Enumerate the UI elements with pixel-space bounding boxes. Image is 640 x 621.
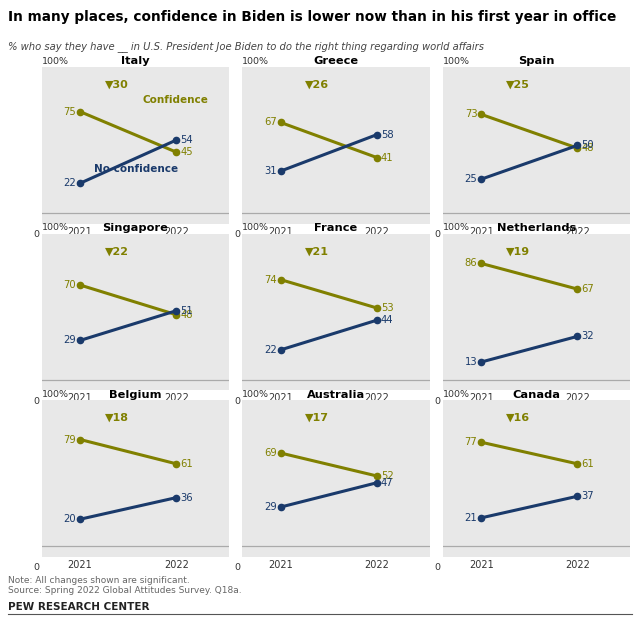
Text: ▼26: ▼26 bbox=[305, 79, 330, 89]
Text: 58: 58 bbox=[381, 130, 394, 140]
Text: 74: 74 bbox=[264, 274, 276, 284]
Text: 44: 44 bbox=[381, 315, 393, 325]
Title: Spain: Spain bbox=[518, 57, 555, 66]
Text: 29: 29 bbox=[264, 502, 276, 512]
Text: ▼18: ▼18 bbox=[105, 413, 129, 423]
Text: 0: 0 bbox=[234, 563, 240, 573]
Text: ▼21: ▼21 bbox=[305, 247, 329, 256]
Text: 0: 0 bbox=[435, 563, 441, 573]
Text: 86: 86 bbox=[465, 258, 477, 268]
Text: 53: 53 bbox=[381, 303, 394, 313]
Text: Confidence: Confidence bbox=[143, 95, 209, 106]
Text: 45: 45 bbox=[180, 147, 193, 157]
Text: 100%: 100% bbox=[242, 57, 269, 65]
Text: 100%: 100% bbox=[242, 223, 269, 232]
Text: 29: 29 bbox=[63, 335, 76, 345]
Text: 0: 0 bbox=[435, 397, 441, 406]
Text: 100%: 100% bbox=[443, 57, 470, 65]
Text: 54: 54 bbox=[180, 135, 193, 145]
Text: 100%: 100% bbox=[443, 223, 470, 232]
Title: Italy: Italy bbox=[121, 57, 150, 66]
Text: 0: 0 bbox=[234, 230, 240, 239]
Text: 13: 13 bbox=[465, 357, 477, 367]
Text: 36: 36 bbox=[180, 492, 193, 502]
Text: 70: 70 bbox=[63, 280, 76, 290]
Text: 100%: 100% bbox=[443, 390, 470, 399]
Text: 47: 47 bbox=[381, 478, 394, 487]
Text: 50: 50 bbox=[581, 140, 594, 150]
Text: 61: 61 bbox=[581, 459, 594, 469]
Text: ▼17: ▼17 bbox=[305, 413, 329, 423]
Text: 100%: 100% bbox=[242, 390, 269, 399]
Text: PEW RESEARCH CENTER: PEW RESEARCH CENTER bbox=[8, 602, 149, 612]
Text: 37: 37 bbox=[581, 491, 594, 501]
Text: 21: 21 bbox=[465, 513, 477, 523]
Text: In many places, confidence in Biden is lower now than in his first year in offic: In many places, confidence in Biden is l… bbox=[8, 10, 616, 24]
Text: 22: 22 bbox=[264, 345, 276, 355]
Text: Source: Spring 2022 Global Attitudes Survey. Q18a.: Source: Spring 2022 Global Attitudes Sur… bbox=[8, 586, 241, 594]
Text: 0: 0 bbox=[234, 397, 240, 406]
Text: ▼22: ▼22 bbox=[105, 247, 129, 256]
Text: 77: 77 bbox=[465, 437, 477, 447]
Title: Australia: Australia bbox=[307, 389, 365, 399]
Text: ▼25: ▼25 bbox=[506, 79, 530, 89]
Text: 79: 79 bbox=[63, 435, 76, 445]
Text: 0: 0 bbox=[435, 230, 441, 239]
Text: 75: 75 bbox=[63, 107, 76, 117]
Title: France: France bbox=[314, 223, 358, 233]
Text: % who say they have __ in U.S. President Joe Biden to do the right thing regardi: % who say they have __ in U.S. President… bbox=[8, 41, 484, 52]
Title: Netherlands: Netherlands bbox=[497, 223, 576, 233]
Title: Greece: Greece bbox=[314, 57, 358, 66]
Text: 0: 0 bbox=[34, 397, 40, 406]
Text: 69: 69 bbox=[264, 448, 276, 458]
Text: 31: 31 bbox=[264, 166, 276, 176]
Text: 100%: 100% bbox=[42, 390, 68, 399]
Text: 48: 48 bbox=[180, 310, 193, 320]
Text: 0: 0 bbox=[34, 563, 40, 573]
Text: Note: All changes shown are significant.: Note: All changes shown are significant. bbox=[8, 576, 189, 585]
Text: ▼30: ▼30 bbox=[105, 79, 129, 89]
Text: ▼19: ▼19 bbox=[506, 247, 530, 256]
Text: 32: 32 bbox=[581, 332, 594, 342]
Text: 48: 48 bbox=[581, 143, 594, 153]
Text: 61: 61 bbox=[180, 459, 193, 469]
Title: Belgium: Belgium bbox=[109, 389, 162, 399]
Text: 100%: 100% bbox=[42, 223, 68, 232]
Text: No confidence: No confidence bbox=[94, 164, 179, 175]
Text: 51: 51 bbox=[180, 306, 193, 315]
Text: ▼16: ▼16 bbox=[506, 413, 530, 423]
Text: 67: 67 bbox=[264, 117, 276, 127]
Title: Canada: Canada bbox=[513, 389, 561, 399]
Text: 0: 0 bbox=[34, 230, 40, 239]
Text: 25: 25 bbox=[465, 174, 477, 184]
Text: 41: 41 bbox=[381, 153, 394, 163]
Text: 20: 20 bbox=[63, 514, 76, 524]
Text: 73: 73 bbox=[465, 109, 477, 119]
Text: 67: 67 bbox=[581, 284, 594, 294]
Text: 100%: 100% bbox=[42, 57, 68, 65]
Text: 22: 22 bbox=[63, 178, 76, 188]
Text: 52: 52 bbox=[381, 471, 394, 481]
Title: Singapore: Singapore bbox=[102, 223, 168, 233]
